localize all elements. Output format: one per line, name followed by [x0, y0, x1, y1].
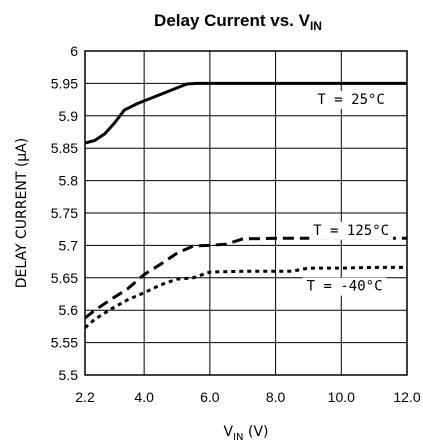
annotation-label: T = -40°C: [307, 279, 383, 295]
annotation-background: [313, 90, 389, 109]
annotation-background: [302, 277, 387, 296]
x-axis-label: VIN (V): [224, 424, 269, 443]
y-tick-label: 6: [70, 43, 78, 59]
annotation-0: T = 25°C: [313, 90, 389, 109]
x-tick-labels: 2.2 4.0 6.0 8.0 10.0 12.0: [75, 389, 421, 405]
x-tick-label: 4.0: [134, 389, 154, 405]
y-tick-label: 5.65: [51, 270, 78, 286]
annotation-background: [309, 221, 394, 240]
y-tick-labels: 5.5 5.55 5.6 5.65 5.7 5.75 5.8 5.85 5.9 5.95 6: [51, 43, 78, 383]
annotations: T = 25°C T = 125°C T = -40°C: [302, 90, 394, 296]
annotation-label: T = 125°C: [313, 223, 389, 239]
y-tick-label: 5.7: [59, 237, 79, 253]
y-tick-label: 5.55: [51, 335, 78, 351]
x-tick-label: 6.0: [200, 389, 220, 405]
y-tick-label: 5.6: [59, 302, 79, 318]
y-axis-label: DELAY CURRENT (µA): [14, 138, 30, 288]
x-tick-label: 8.0: [266, 389, 286, 405]
series-line-0: [84, 81, 407, 145]
y-tick-label: 5.75: [51, 205, 78, 221]
chart-title: Delay Current vs. VIN: [154, 11, 322, 33]
x-tick-label: 10.0: [328, 389, 355, 405]
x-tick-label: 2.2: [75, 389, 95, 405]
y-tick-label: 5.9: [59, 108, 79, 124]
annotation-2: T = -40°C: [302, 277, 387, 296]
y-tick-label: 5.5: [59, 367, 79, 383]
y-tick-label: 5.95: [51, 75, 78, 91]
series-line-2: [84, 265, 407, 329]
y-tick-label: 5.8: [59, 173, 79, 189]
x-tick-label: 12.0: [393, 389, 420, 405]
y-tick-label: 5.85: [51, 140, 78, 156]
annotation-label: T = 25°C: [317, 92, 384, 108]
annotation-1: T = 125°C: [309, 221, 394, 240]
plot-frame: [84, 50, 408, 376]
